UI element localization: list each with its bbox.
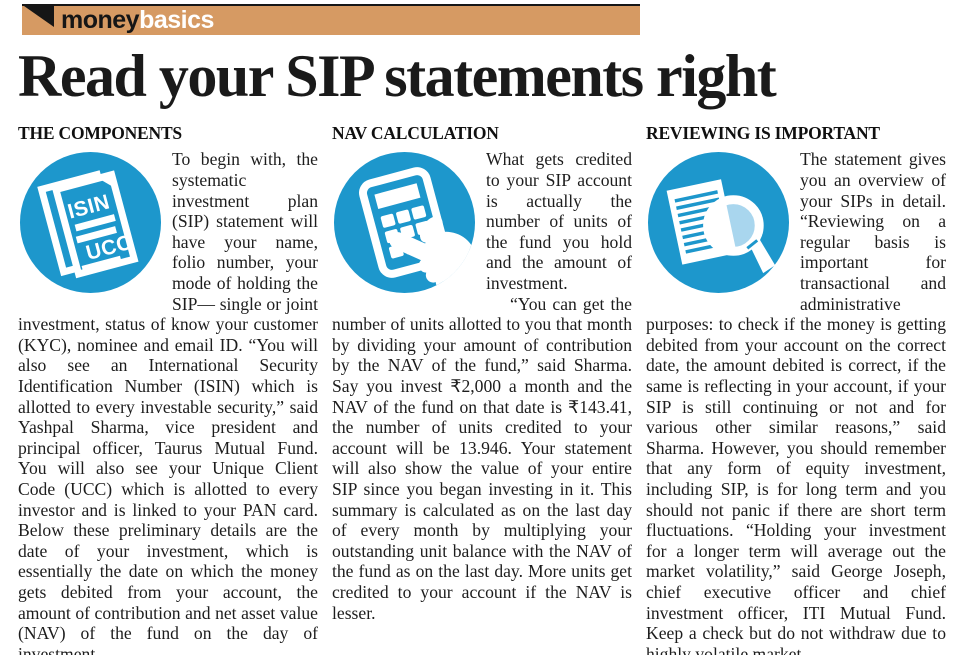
magnifier-handle	[748, 235, 776, 274]
column-heading: REVIEWING IS IMPORTANT	[646, 123, 880, 144]
masthead-banner: money basics	[22, 4, 640, 35]
column-heading: NAV CALCULATION	[332, 123, 499, 144]
calculator-hand-icon	[332, 150, 477, 295]
column-the-components: THE COMPONENTS ISIN UCC To	[18, 123, 318, 655]
article-columns: THE COMPONENTS ISIN UCC To	[18, 123, 946, 655]
column-reviewing-is-important: REVIEWING IS IMPORTANT	[646, 123, 946, 655]
document-magnifier-icon	[646, 150, 791, 295]
column-paragraph: What gets credited to your SIP account i…	[486, 149, 632, 293]
masthead-section-basics: basics	[139, 6, 214, 34]
magnifying-glass	[703, 195, 776, 274]
column-paragraph: To begin with, the systematic investment…	[18, 149, 318, 655]
section-flag-icon	[24, 6, 54, 27]
column-paragraph: The statement gives you an overview of y…	[646, 149, 946, 655]
article-headline: Read your SIP statements right	[18, 43, 777, 109]
column-paragraph: “You can get the number of units allotte…	[332, 293, 632, 623]
column-nav-calculation: NAV CALCULATION	[332, 123, 632, 655]
column-heading: THE COMPONENTS	[18, 123, 182, 144]
folded-corner	[98, 175, 116, 189]
masthead-section-money: money	[61, 6, 140, 34]
calculator-display	[374, 183, 421, 210]
isin-ucc-documents-icon: ISIN UCC	[18, 150, 163, 295]
